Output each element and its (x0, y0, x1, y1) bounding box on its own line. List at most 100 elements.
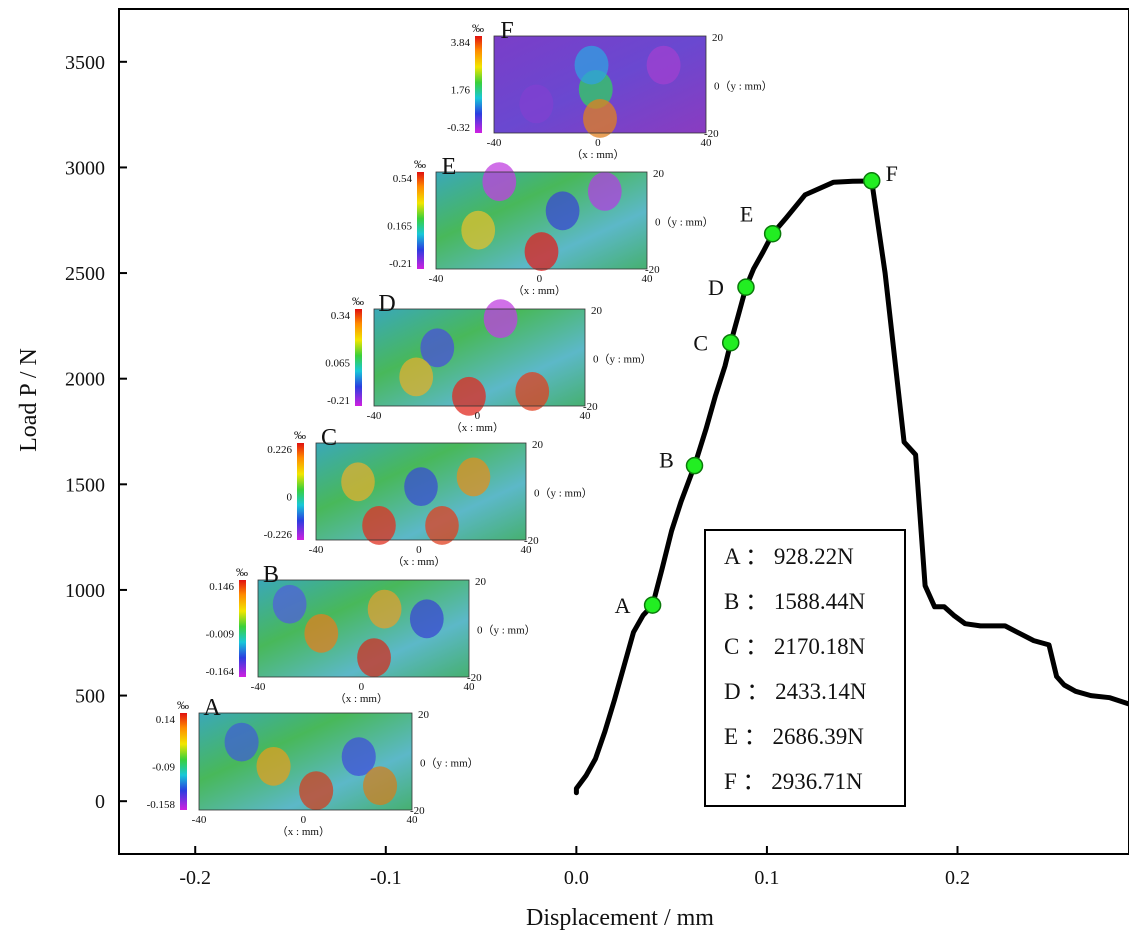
x-tick-label: -0.1 (370, 867, 402, 889)
map-x-tick: 40 (580, 410, 592, 422)
legend-entry-b: B ： 1588.44N (724, 589, 866, 614)
strain-hotspot (461, 210, 496, 250)
x-axis-title: Displacement / mm (526, 905, 714, 931)
strain-hotspot (587, 172, 622, 211)
scale-value: 0.226 (267, 444, 292, 456)
strain-hotspot (304, 613, 339, 653)
x-axis: -0.2 -0.1 0.0 0.1 0.2 (179, 846, 970, 889)
strain-map-frame (257, 579, 470, 678)
map-y-tick: -20 (410, 805, 425, 817)
point-label-d: D (708, 275, 724, 300)
scale-value: -0.21 (327, 395, 350, 407)
map-x-tick: -40 (429, 273, 444, 285)
scale-value: -0.09 (152, 761, 175, 773)
scale-unit: ‰ (294, 428, 306, 442)
strain-hotspot (583, 99, 617, 138)
scale-value: 0.54 (393, 173, 413, 185)
scale-value: 0.146 (209, 581, 234, 593)
strain-hotspot (420, 328, 455, 368)
inset-letter: A (203, 695, 221, 721)
curve-layer (573, 178, 1129, 796)
strain-map-frame (198, 712, 413, 811)
y-tick-label: 1000 (65, 580, 105, 602)
scale-unit: ‰ (352, 294, 364, 308)
map-y-tick: 20 (475, 576, 487, 588)
x-tick-label: 0.1 (754, 867, 779, 889)
map-y-tick: -20 (704, 128, 719, 140)
strain-hotspot (409, 599, 444, 639)
scale-value: -0.158 (147, 799, 176, 811)
map-y-tick: 20 (653, 168, 665, 180)
inset-map-b: ‰ B 0.146 -0.009 -0.164 -40 0 40 （x : mm） 20 -20 0（… (206, 562, 536, 705)
map-y-tick: 20 (712, 32, 724, 44)
color-scale-bar (180, 713, 187, 810)
legend-entry-f: F ： 2936.71N (724, 769, 863, 794)
x-tick-label: 0.0 (564, 867, 589, 889)
strain-hotspot (515, 372, 550, 411)
strain-hotspot (545, 191, 580, 231)
map-x-tick: -40 (309, 544, 324, 556)
scale-unit: ‰ (177, 698, 189, 712)
inset-map-f: ‰ F 3.84 1.76 -0.32 -40 0 40 （x : mm） 20 -20 0（y : … (447, 18, 773, 161)
scale-value: -0.32 (447, 122, 470, 134)
strain-map-frame (493, 35, 707, 134)
map-x-tick: -40 (192, 814, 207, 826)
map-y-label: 0（y : mm） (420, 756, 479, 769)
scale-value: 0.065 (325, 357, 350, 369)
point-marker-b (685, 456, 704, 475)
legend-frame (704, 529, 906, 807)
map-y-tick: 20 (532, 439, 544, 451)
map-y-label: 0（y : mm） (477, 623, 536, 636)
strain-map-frame (315, 442, 527, 541)
strain-hotspot (341, 462, 375, 502)
strain-hotspot (483, 299, 518, 339)
map-x-tick: 0 (359, 681, 365, 693)
strain-hotspot (299, 771, 334, 810)
scale-unit: ‰ (472, 21, 484, 35)
inset-letter: B (263, 562, 279, 588)
map-y-label: 0（y : mm） (593, 352, 652, 365)
map-x-tick: 0 (595, 137, 601, 149)
point-label-b: B (659, 448, 674, 473)
strain-map-frame (373, 308, 586, 407)
scale-value: 0.14 (156, 714, 176, 726)
point-marker-a (643, 596, 662, 614)
map-x-label: （x : mm） (277, 825, 330, 838)
inset-letter: D (378, 291, 395, 317)
strain-hotspot (224, 722, 259, 762)
map-x-tick: 0 (537, 273, 543, 285)
legend-entry-a: A ： 928.22N (724, 544, 854, 569)
scale-value: -0.164 (206, 666, 235, 678)
map-x-tick: 40 (521, 544, 533, 556)
scale-value: -0.226 (264, 529, 293, 541)
x-tick-label: 0.2 (945, 867, 970, 889)
map-y-tick: -20 (467, 672, 482, 684)
inset-map-d: ‰ D 0.34 0.065 -0.21 -40 0 40 （x : mm） 20 -20 0（y :… (325, 291, 651, 434)
map-y-tick: -20 (524, 535, 539, 547)
strain-hotspot (404, 467, 438, 507)
scale-value: 0 (287, 491, 293, 503)
map-y-tick: 20 (591, 305, 603, 317)
plot-frame (118, 8, 1129, 855)
y-tick-label: 500 (75, 686, 105, 708)
value-legend-box: A ： 928.22N B ： 1588.44N C ： 2170.18N D … (704, 529, 906, 807)
map-y-label: 0（y : mm） (534, 486, 593, 499)
strain-hotspot (452, 376, 486, 416)
strain-hotspot (341, 737, 376, 777)
map-y-tick: -20 (583, 401, 598, 413)
strain-hotspot (367, 589, 402, 629)
scale-value: -0.21 (389, 258, 412, 270)
point-label-c: C (693, 331, 708, 356)
strain-hotspot (363, 766, 398, 806)
map-y-tick: -20 (645, 264, 660, 276)
legend-entry-c: C ： 2170.18N (724, 634, 866, 659)
map-x-label: （x : mm） (335, 692, 388, 705)
point-label-a: A (615, 593, 631, 618)
map-x-tick: -40 (367, 410, 382, 422)
inset-strain-maps: ‰ A 0.14 -0.09 -0.158 -40 0 40 （x : mm） 20 -20 0（y … (147, 18, 773, 838)
map-y-label: 0（y : mm） (714, 79, 773, 92)
inset-map-e: ‰ E 0.54 0.165 -0.21 -40 0 40 （x : mm） 20 -20 0（y :… (387, 154, 713, 297)
scale-value: 1.76 (451, 84, 471, 96)
scale-value: 0.165 (387, 220, 412, 232)
